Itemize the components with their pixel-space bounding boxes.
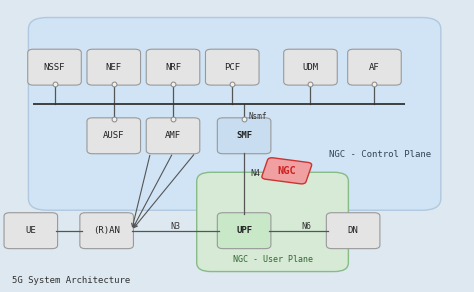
Text: 5G System Architecture: 5G System Architecture: [12, 276, 130, 285]
FancyBboxPatch shape: [283, 49, 337, 85]
Text: NGC - User Plane: NGC - User Plane: [233, 255, 312, 264]
Text: NEF: NEF: [106, 63, 122, 72]
Text: AMF: AMF: [165, 131, 181, 140]
Text: NGC - Control Plane: NGC - Control Plane: [329, 150, 431, 159]
FancyBboxPatch shape: [348, 49, 401, 85]
FancyBboxPatch shape: [326, 213, 380, 249]
Text: UE: UE: [26, 226, 36, 235]
Text: DN: DN: [348, 226, 358, 235]
FancyBboxPatch shape: [146, 118, 200, 154]
FancyBboxPatch shape: [87, 118, 140, 154]
Text: NGC: NGC: [277, 166, 296, 176]
Text: PCF: PCF: [224, 63, 240, 72]
Text: Nsmf: Nsmf: [249, 112, 267, 121]
FancyBboxPatch shape: [205, 49, 259, 85]
FancyBboxPatch shape: [28, 18, 441, 210]
FancyBboxPatch shape: [217, 118, 271, 154]
Text: N3: N3: [171, 222, 181, 231]
Text: (R)AN: (R)AN: [93, 226, 120, 235]
FancyBboxPatch shape: [146, 49, 200, 85]
FancyBboxPatch shape: [217, 213, 271, 249]
FancyBboxPatch shape: [87, 49, 140, 85]
Text: UPF: UPF: [236, 226, 252, 235]
Text: N4: N4: [250, 169, 260, 178]
Text: UDM: UDM: [302, 63, 319, 72]
Text: NRF: NRF: [165, 63, 181, 72]
Text: AUSF: AUSF: [103, 131, 125, 140]
FancyBboxPatch shape: [27, 49, 82, 85]
FancyBboxPatch shape: [80, 213, 133, 249]
Text: SMF: SMF: [236, 131, 252, 140]
Text: NSSF: NSSF: [44, 63, 65, 72]
Text: N6: N6: [301, 222, 311, 231]
FancyBboxPatch shape: [262, 158, 312, 184]
FancyBboxPatch shape: [197, 172, 348, 272]
Text: AF: AF: [369, 63, 380, 72]
FancyBboxPatch shape: [4, 213, 58, 249]
